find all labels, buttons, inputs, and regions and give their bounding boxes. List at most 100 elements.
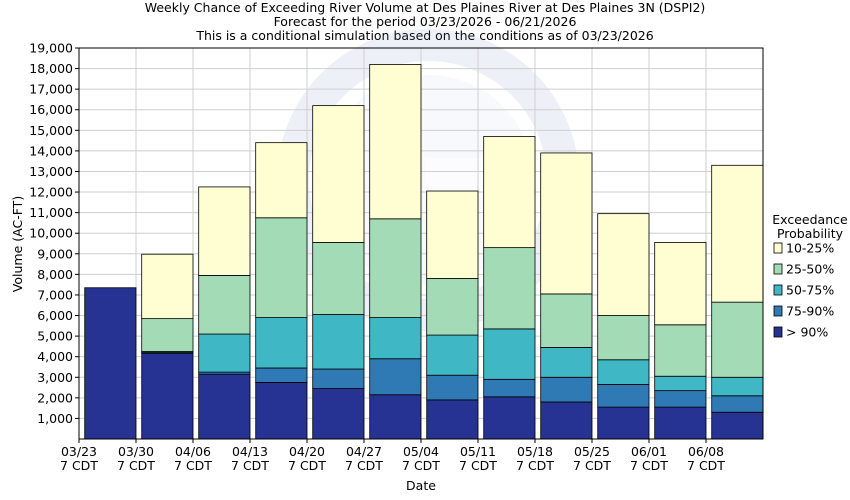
x-tick-label-time: 7 CDT: [345, 458, 383, 473]
x-tick-label-date: 04/27: [346, 444, 382, 459]
chart-subtitle: Forecast for the period 03/23/2026 - 06/…: [274, 14, 577, 29]
legend-item-label: 50-75%: [786, 283, 834, 298]
bar-segment: [255, 217, 308, 318]
bar-segment: [483, 247, 536, 330]
y-axis-label: Volume (AC-FT): [10, 196, 25, 292]
legend-swatch: [773, 242, 783, 254]
bar-segment: [711, 376, 764, 397]
x-tick-label-date: 04/06: [175, 444, 211, 459]
bar-segment: [540, 152, 593, 295]
bar-segment: [597, 359, 650, 385]
x-tick-label-date: 05/11: [460, 444, 496, 459]
x-tick-label-time: 7 CDT: [402, 458, 440, 473]
legend-swatch: [773, 326, 783, 338]
bar-segment: [84, 287, 137, 440]
bar-segment: [141, 253, 194, 320]
y-tick-label: 12,000: [29, 185, 73, 200]
bar-segment: [369, 64, 422, 220]
bar-segment: [483, 328, 536, 380]
bar-segment: [426, 374, 479, 401]
bar-segment: [711, 395, 764, 413]
bar-segment: [711, 164, 764, 303]
bar-segment: [654, 242, 707, 326]
y-tick-label: 13,000: [29, 164, 73, 179]
bar-segment: [255, 317, 308, 369]
y-tick-label: 14,000: [29, 143, 73, 158]
y-tick-label: 1,000: [37, 411, 73, 426]
x-tick-label-time: 7 CDT: [630, 458, 668, 473]
bar-segment: [312, 314, 365, 370]
bar-segment: [540, 347, 593, 378]
legend-swatch: [773, 263, 783, 275]
bar-segment: [483, 136, 536, 249]
x-tick-label-time: 7 CDT: [174, 458, 212, 473]
bar-segment: [198, 373, 251, 440]
bar-segment: [540, 401, 593, 440]
x-tick-label-date: 05/04: [403, 444, 439, 459]
bar-segment: [369, 317, 422, 360]
bar-segment: [141, 318, 194, 352]
y-tick-label: 7,000: [37, 287, 73, 302]
bar-segment: [654, 375, 707, 392]
x-tick-label-time: 7 CDT: [459, 458, 497, 473]
legend-item-label: 10-25%: [786, 241, 834, 256]
bar-segment: [198, 333, 251, 373]
y-tick-label: 4,000: [37, 349, 73, 364]
x-tick-label-date: 05/25: [574, 444, 610, 459]
y-tick-label: 8,000: [37, 267, 73, 282]
x-tick-label-time: 7 CDT: [573, 458, 611, 473]
bar-segment: [369, 358, 422, 396]
bar-segment: [312, 242, 365, 315]
bar-segment: [369, 394, 422, 440]
chart-title: Weekly Chance of Exceeding River Volume …: [145, 0, 706, 15]
legend-item-label: > 90%: [786, 325, 828, 340]
bar-segment: [426, 399, 479, 440]
plot-border: [78, 47, 764, 440]
x-tick-label-date: 05/18: [517, 444, 553, 459]
bar-segment: [597, 213, 650, 316]
x-tick-label-time: 7 CDT: [516, 458, 554, 473]
legend-item-label: 75-90%: [786, 304, 834, 319]
bar-segment: [654, 390, 707, 408]
bar-segment: [141, 353, 194, 440]
x-tick-label-date: 04/13: [232, 444, 268, 459]
bar-segment: [312, 105, 365, 243]
y-tick-label: 17,000: [29, 82, 73, 97]
x-tick-label-time: 7 CDT: [60, 458, 98, 473]
bar-segment: [483, 378, 536, 398]
legend-item-label: 25-50%: [786, 262, 834, 277]
legend: Exceedance Probability 10-25% 25-50% 50-75…: [772, 212, 848, 340]
bar-segment: [426, 278, 479, 336]
y-tick-label: 11,000: [29, 205, 73, 220]
bar-segment: [540, 293, 593, 348]
bar-segment: [654, 324, 707, 377]
y-tick-label: 9,000: [37, 246, 73, 261]
bar-segment: [198, 186, 251, 276]
x-tick-label-time: 7 CDT: [117, 458, 155, 473]
bar-segment: [540, 376, 593, 403]
legend-swatch: [773, 284, 783, 296]
y-tick-label: 15,000: [29, 123, 73, 138]
y-tick-label: 5,000: [37, 329, 73, 344]
bar-segment: [255, 142, 308, 219]
legend-title-line-1: Exceedance: [772, 212, 848, 227]
bar-segment: [255, 367, 308, 383]
x-tick-label-date: 04/20: [289, 444, 325, 459]
x-tick-label-date: 06/01: [631, 444, 667, 459]
bar-segment: [711, 411, 764, 440]
bar-segment: [711, 301, 764, 378]
y-axis-ticks: 1,000 2,000 3,000 4,000 5,000 6,000 7,000 8,000…: [29, 41, 79, 426]
bar-segment: [198, 274, 251, 335]
y-tick-label: 6,000: [37, 308, 73, 323]
bar-segment: [483, 396, 536, 440]
y-tick-label: 16,000: [29, 102, 73, 117]
legend-title-line-2: Probability: [777, 226, 844, 241]
x-tick-label-date: 03/30: [118, 444, 154, 459]
bar-segment: [597, 315, 650, 361]
y-tick-label: 19,000: [29, 41, 73, 56]
bars: [84, 64, 764, 440]
bar-segment: [597, 384, 650, 408]
bar-segment: [312, 388, 365, 440]
